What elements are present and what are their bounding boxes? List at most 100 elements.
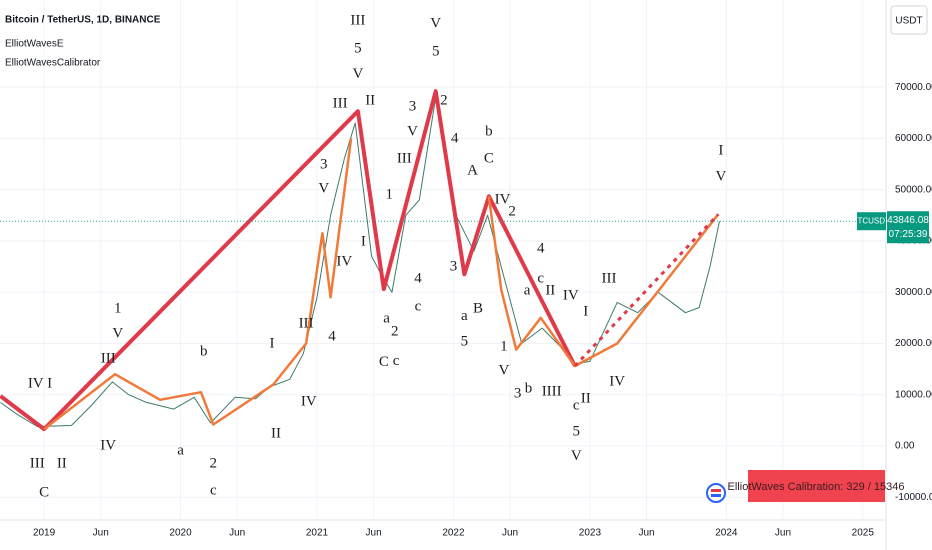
wave-label: V <box>430 16 441 32</box>
wave-label: 5 <box>461 333 469 349</box>
tradingview-logo[interactable] <box>706 483 726 503</box>
wave-label: III <box>299 315 314 331</box>
wave-label: II <box>57 455 67 471</box>
wave-line <box>573 213 720 368</box>
calibration-box <box>748 470 885 502</box>
wave-label: III <box>397 150 412 166</box>
wave-line <box>0 89 577 432</box>
y-tick-label: 0.00 <box>895 441 915 452</box>
symbol-label: BTCUSDT <box>852 216 890 225</box>
wave-label: I <box>269 335 274 351</box>
x-tick-label: 2022 <box>442 528 465 539</box>
wave-label: a <box>524 283 531 299</box>
wave-label: II <box>545 283 555 299</box>
wave-label: 2 <box>440 92 448 108</box>
wave-label: 4 <box>537 241 545 257</box>
wave-label: B <box>473 301 483 317</box>
x-tick-label: 2021 <box>306 528 329 539</box>
wave-label: 3 <box>450 259 458 275</box>
wave-label: I <box>583 304 588 320</box>
wave-label: 4 <box>328 329 336 345</box>
wave-label: IV <box>495 191 511 207</box>
y-tick-label: 70000.00 <box>895 82 932 93</box>
wave-label: A <box>467 163 478 179</box>
wave-label: V <box>112 326 123 342</box>
wave-label: b <box>200 344 208 360</box>
wave-label: II <box>365 92 375 108</box>
wave-label: IIII <box>542 384 562 400</box>
chart-title: Bitcoin / TetherUS, 1D, BINANCE <box>5 15 161 26</box>
wave-label: IV I <box>28 375 52 391</box>
wave-label: I <box>718 143 723 159</box>
countdown-label: 07:25:39 <box>889 229 928 240</box>
wave-label: 1 <box>500 338 508 354</box>
wave-label: 1 <box>386 187 394 203</box>
y-tick-label: 20000.00 <box>895 338 932 349</box>
wave-label: a <box>461 308 468 324</box>
wave-label: IV <box>336 253 352 269</box>
wave-label: 4 <box>414 270 422 286</box>
wave-label: 2 <box>391 324 399 340</box>
wave-label: 3 <box>409 99 417 115</box>
wave-label: III <box>30 455 45 471</box>
wave-label: a <box>177 443 184 459</box>
x-tick-label: Jun <box>93 528 109 539</box>
wave-label: C <box>484 150 494 166</box>
indicator-label[interactable]: ElliotWavesCalibrator <box>5 58 101 69</box>
wave-label: b <box>485 124 493 140</box>
currency-button[interactable] <box>890 5 928 35</box>
x-tick-label: Jun <box>366 528 382 539</box>
wave-line <box>43 138 353 431</box>
last-price-label: 43846.08 <box>887 215 929 226</box>
wave-line <box>0 96 720 427</box>
wave-label: c <box>210 483 217 499</box>
wave-label: 5 <box>572 424 580 440</box>
x-tick-label: 2019 <box>33 528 56 539</box>
wave-label: IV <box>563 288 579 304</box>
wave-label: V <box>499 363 510 379</box>
wave-label: II <box>271 426 281 442</box>
wave-label: 5 <box>354 41 362 57</box>
x-tick-label: Jun <box>229 528 245 539</box>
wave-label: V <box>715 168 726 184</box>
symbol-tag <box>857 212 886 231</box>
wave-label: 2 <box>508 204 516 220</box>
wave-label: 4 <box>451 130 459 146</box>
wave-label: V <box>407 124 418 140</box>
x-tick-label: 2023 <box>579 528 602 539</box>
x-tick-label: 2024 <box>715 528 738 539</box>
calibration-label: ElliotWaves Calibration: 329 / 15346 <box>728 481 905 493</box>
y-tick-label: 50000.00 <box>895 184 932 195</box>
y-tick-label: 10000.00 <box>895 389 932 400</box>
wave-label: c <box>393 353 400 369</box>
x-tick-label: 2020 <box>169 528 192 539</box>
wave-label: III <box>333 95 348 111</box>
y-tick-label: 30000.00 <box>895 287 932 298</box>
indicator-label[interactable]: ElliotWavesE <box>5 39 64 50</box>
wave-label: IV <box>609 373 625 389</box>
x-tick-label: Jun <box>638 528 654 539</box>
wave-label: III <box>101 350 116 366</box>
wave-label: IV <box>100 437 116 453</box>
wave-label: 2 <box>210 455 218 471</box>
wave-label: C <box>39 485 49 501</box>
wave-label: V <box>318 181 329 197</box>
y-tick-label: -10000.00 <box>895 492 932 503</box>
wave-label: c <box>537 270 544 286</box>
x-tick-label: 2025 <box>852 528 875 539</box>
wave-label: c <box>573 397 580 413</box>
wave-label: V <box>352 66 363 82</box>
wave-label: III <box>601 270 616 286</box>
wave-label: IV <box>301 393 317 409</box>
wave-label: c <box>415 298 422 314</box>
wave-label: V <box>571 448 582 464</box>
wave-line <box>487 196 720 368</box>
currency-label[interactable]: USDT <box>895 16 922 27</box>
x-tick-label: Jun <box>775 528 791 539</box>
y-tick-label: 60000.00 <box>895 133 932 144</box>
wave-label: III <box>350 12 365 28</box>
wave-label: 3 <box>320 157 328 173</box>
x-tick-label: Jun <box>502 528 518 539</box>
wave-label: C <box>379 354 389 370</box>
